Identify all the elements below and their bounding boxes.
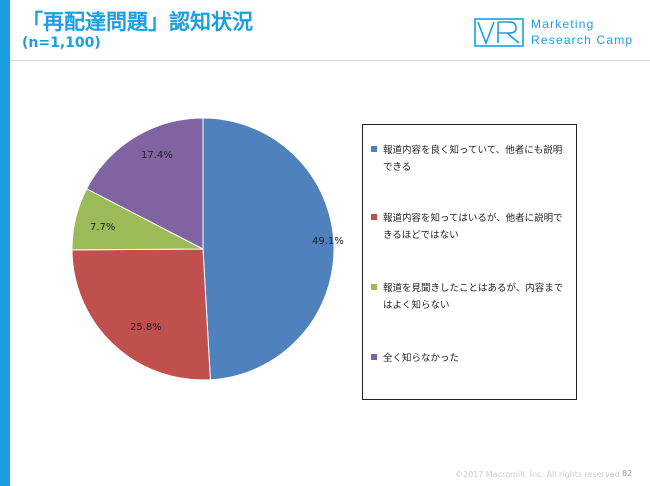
pie-slice-2 [71, 248, 211, 381]
logo-text-line1: Marketing [531, 17, 595, 31]
legend-item-3: 報道を見聞きしたことはあるが、内容まではよく知らない [371, 280, 569, 314]
legend-swatch-1 [371, 146, 377, 152]
copyright-text: ©2017 Macromill, Inc. All rights reserve… [455, 470, 623, 479]
pie-chart: 49.1% 25.8% 7.7% 17.4% [71, 117, 344, 381]
pie-label-3: 7.7% [90, 222, 115, 233]
brand-logo: Marketing Research Camp [474, 16, 634, 50]
left-accent-bar [0, 0, 10, 486]
legend-item-2: 報道内容を知ってはいるが、他者に説明できるほどではない [371, 210, 569, 244]
legend-swatch-3 [371, 284, 377, 290]
header-divider [10, 60, 650, 61]
legend-swatch-2 [371, 214, 377, 220]
legend-swatch-4 [371, 354, 377, 360]
page-number: 82 [622, 469, 633, 478]
pie-slice-1 [202, 117, 335, 381]
legend-label-3: 報道を見聞きしたことはあるが、内容まではよく知らない [383, 283, 564, 311]
logo-mark-icon [474, 18, 524, 47]
legend-item-1: 報道内容を良く知っていて、他者にも説明できる [371, 142, 569, 176]
pie-label-4: 17.4% [141, 150, 173, 161]
pie-label-2: 25.8% [130, 322, 162, 333]
pie-slice-4 [85, 117, 204, 250]
sample-size: (n=1,100) [22, 35, 101, 51]
legend-label-1: 報道内容を良く知っていて、他者にも説明できる [383, 145, 563, 173]
page-title: 「再配達問題」認知状況 [22, 10, 253, 34]
legend-label-2: 報道内容を知ってはいるが、他者に説明できるほどではない [383, 213, 563, 241]
pie-label-1: 49.1% [312, 236, 344, 247]
legend-item-4: 全く知らなかった [371, 350, 569, 367]
chart-legend: 報道内容を良く知っていて、他者にも説明できる 報道内容を知ってはいるが、他者に説… [362, 124, 577, 400]
legend-label-4: 全く知らなかった [383, 353, 460, 364]
logo-text-line2: Research Camp [531, 33, 634, 47]
